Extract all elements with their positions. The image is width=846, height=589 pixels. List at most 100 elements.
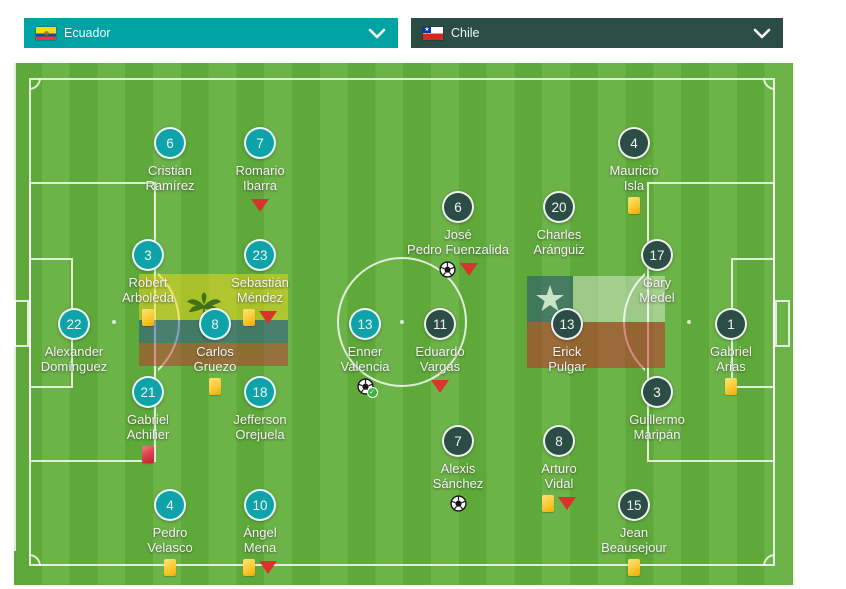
- player-name: Eduardo Vargas: [415, 344, 465, 374]
- player-name: Gary Medel: [639, 275, 675, 305]
- player-marker[interactable]: 7 Romario Ibarra: [195, 127, 325, 214]
- player-marker[interactable]: 11 Eduardo Vargas: [375, 308, 505, 395]
- player-number: 15: [626, 497, 642, 513]
- player-name: Alexis Sánchez: [432, 461, 484, 491]
- player-number-badge: 15: [618, 489, 650, 521]
- player-marker[interactable]: 3 Guillermo Maripán: [592, 376, 722, 463]
- substituted-off-icon: [259, 310, 277, 324]
- player-marker[interactable]: 3 Robert Arboleda: [83, 239, 213, 326]
- player-name: Ángel Mena: [243, 525, 277, 555]
- player-number-badge: 23: [244, 239, 276, 271]
- player-marker[interactable]: 17 Gary Medel: [592, 239, 722, 326]
- player-name: Robert Arboleda: [121, 275, 175, 305]
- yellow-card-icon: [542, 494, 554, 512]
- player-number: 21: [140, 384, 156, 400]
- chevron-down-icon: [753, 28, 771, 38]
- player-marker[interactable]: 13 Enner Valencia ✓: [300, 308, 430, 398]
- player-number: 8: [555, 433, 563, 449]
- away-team-dropdown-label: Chile: [451, 26, 480, 40]
- player-number-badge: 3: [132, 239, 164, 271]
- player-marker[interactable]: 8 Carlos Gruezo: [150, 308, 280, 395]
- player-event-icons: [243, 558, 277, 576]
- player-number: 8: [211, 316, 219, 332]
- player-event-icons: [243, 308, 277, 326]
- player-number-badge: 18: [244, 376, 276, 408]
- player-number: 17: [649, 247, 665, 263]
- substituted-off-icon: [259, 560, 277, 574]
- away-team-dropdown[interactable]: ★ Chile: [411, 18, 783, 48]
- player-event-icons: [725, 377, 737, 395]
- player-marker[interactable]: 23 Sebastián Méndez: [195, 239, 325, 326]
- chile-flag-icon: ★: [423, 26, 443, 40]
- player-event-icons: [628, 558, 640, 576]
- player-number: 20: [551, 199, 567, 215]
- player-marker[interactable]: 22 Alexander Domínguez: [9, 308, 139, 395]
- player-number: 4: [166, 497, 174, 513]
- player-name: Pedro Velasco: [147, 525, 193, 555]
- player-number-badge: 13: [349, 308, 381, 340]
- player-number-badge: 4: [154, 489, 186, 521]
- player-event-icons: [142, 308, 154, 326]
- player-marker[interactable]: 6 José Pedro Fuenzalida: [393, 191, 523, 278]
- player-number-badge: 3: [641, 376, 673, 408]
- player-marker[interactable]: 21 Gabriel Achilier: [83, 376, 213, 463]
- penalty-spot-right: [687, 320, 691, 324]
- player-number-badge: 1: [715, 308, 747, 340]
- player-event-icons: [431, 377, 449, 395]
- player-marker[interactable]: 18 Jefferson Orejuela: [195, 376, 325, 463]
- substituted-off-icon: [251, 198, 269, 212]
- player-marker[interactable]: 7 Alexis Sánchez: [393, 425, 523, 512]
- player-event-icons: [438, 260, 478, 278]
- player-number: 7: [454, 433, 462, 449]
- player-event-icons: [209, 377, 221, 395]
- player-name: Jean Beausejour: [601, 525, 667, 555]
- player-number: 13: [357, 316, 373, 332]
- player-event-icons: [628, 196, 640, 214]
- chile-star-icon: ★: [527, 276, 573, 322]
- player-number: 11: [432, 316, 447, 332]
- player-event-icons: ✓: [356, 377, 378, 398]
- home-team-dropdown[interactable]: Ecuador: [24, 18, 398, 48]
- player-marker[interactable]: 13 Erick Pulgar: [502, 308, 632, 395]
- goal-icon: [449, 494, 467, 512]
- player-event-icons: [164, 558, 176, 576]
- player-number: 6: [454, 199, 462, 215]
- player-event-icons: [251, 196, 269, 214]
- player-marker[interactable]: 8 Arturo Vidal: [494, 425, 624, 512]
- goal-right: [775, 300, 790, 347]
- player-number-badge: 7: [442, 425, 474, 457]
- player-number-badge: 8: [543, 425, 575, 457]
- player-marker[interactable]: 1 Gabriel Arias: [666, 308, 796, 395]
- player-number: 4: [630, 135, 638, 151]
- player-event-icons: [449, 494, 467, 512]
- player-marker[interactable]: 15 Jean Beausejour: [569, 489, 699, 576]
- player-name: José Pedro Fuenzalida: [407, 227, 509, 257]
- player-marker[interactable]: 6 Cristian Ramírez: [105, 127, 235, 214]
- player-name: Enner Valencia: [340, 344, 390, 374]
- player-number: 23: [252, 247, 268, 263]
- player-number-badge: 10: [244, 489, 276, 521]
- player-number: 22: [66, 316, 82, 332]
- player-number-badge: 13: [551, 308, 583, 340]
- yellow-card-icon: [243, 558, 255, 576]
- player-number-badge: 22: [58, 308, 90, 340]
- player-number: 10: [252, 497, 268, 513]
- player-name: Jefferson Orejuela: [233, 412, 287, 442]
- chevron-down-icon: [368, 28, 386, 38]
- home-team-dropdown-label: Ecuador: [64, 26, 111, 40]
- player-number: 3: [144, 247, 152, 263]
- player-number-badge: 8: [199, 308, 231, 340]
- goal-icon: [438, 260, 456, 278]
- player-marker[interactable]: 4 Pedro Velasco: [105, 489, 235, 576]
- player-marker[interactable]: 10 Ángel Mena: [195, 489, 325, 576]
- goal-left: [14, 300, 29, 347]
- yellow-card-icon: [725, 377, 737, 395]
- player-marker[interactable]: 20 Charles Aránguiz: [494, 191, 624, 278]
- player-number: 3: [653, 384, 661, 400]
- yellow-card-icon: [164, 558, 176, 576]
- player-name: Carlos Gruezo: [193, 344, 237, 374]
- substituted-off-icon: [459, 262, 478, 276]
- player-marker[interactable]: 4 Mauricio Isla: [569, 127, 699, 214]
- player-number-badge: 6: [154, 127, 186, 159]
- player-name: Sebastián Méndez: [231, 275, 289, 305]
